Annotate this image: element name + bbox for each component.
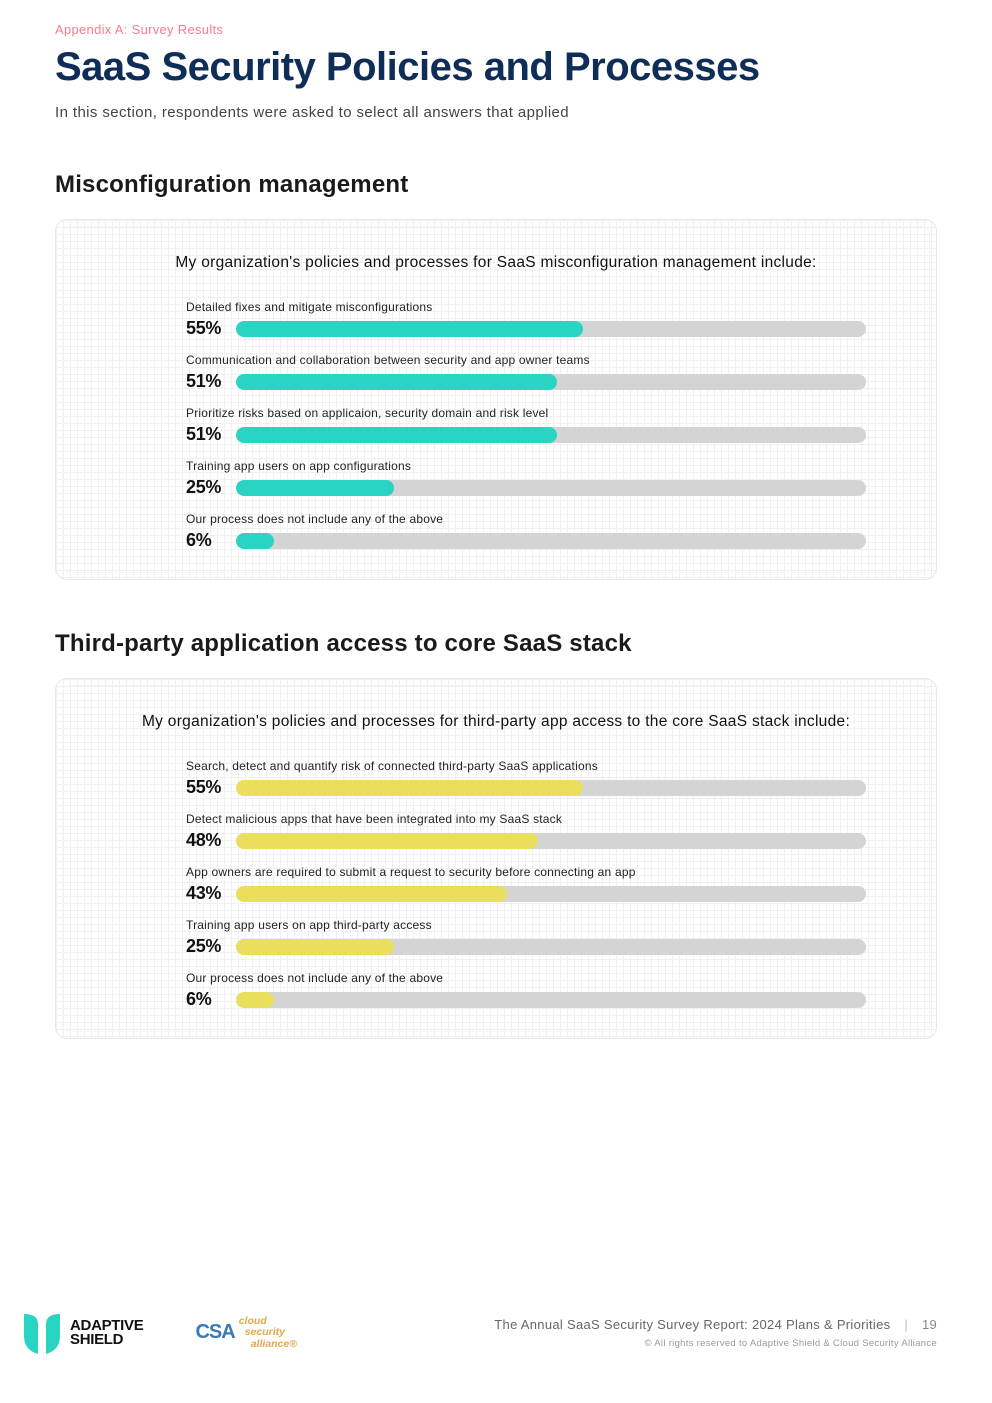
bar-track [236, 992, 866, 1008]
bar-percent: 48% [186, 830, 236, 851]
bars-container: Search, detect and quantify risk of conn… [56, 759, 936, 1010]
page-content: Appendix A: Survey Results SaaS Security… [0, 0, 992, 1039]
bar-fill [236, 374, 557, 390]
sections-container: Misconfiguration management My organizati… [55, 171, 937, 1039]
bar-percent: 6% [186, 530, 236, 551]
bar-fill [236, 480, 394, 496]
intro-text: In this section, respondents were asked … [55, 104, 937, 121]
bar-row: Communication and collaboration between … [186, 353, 866, 392]
footer-row: ADAPTIVESHIELD CSA cloud security allian… [20, 1293, 937, 1373]
bar-line: 6% [186, 530, 866, 551]
bar-row: App owners are required to submit a requ… [186, 865, 866, 904]
bar-row: Our process does not include any of the … [186, 512, 866, 551]
bar-percent: 43% [186, 883, 236, 904]
bar-track [236, 374, 866, 390]
csa-line2: security [245, 1326, 285, 1338]
bar-label: Detect malicious apps that have been int… [186, 812, 866, 826]
bar-line: 25% [186, 477, 866, 498]
bar-label: Our process does not include any of the … [186, 971, 866, 985]
chart-title: My organization's policies and processes… [56, 254, 936, 272]
bar-track [236, 780, 866, 796]
chart-section: Misconfiguration management My organizati… [55, 171, 937, 580]
bar-percent: 55% [186, 777, 236, 798]
report-title-line: The Annual SaaS Security Survey Report: … [494, 1317, 937, 1332]
bars-container: Detailed fixes and mitigate misconfigura… [56, 300, 936, 551]
footer-right: The Annual SaaS Security Survey Report: … [494, 1317, 937, 1349]
bar-track [236, 321, 866, 337]
bar-line: 51% [186, 424, 866, 445]
section-title: Third-party application access to core S… [55, 630, 937, 658]
bar-label: Prioritize risks based on applicaion, se… [186, 406, 866, 420]
shield-icon [20, 1310, 64, 1356]
bar-row: Training app users on app third-party ac… [186, 918, 866, 957]
bar-line: 43% [186, 883, 866, 904]
chart-title: My organization's policies and processes… [56, 713, 936, 731]
bar-label: Our process does not include any of the … [186, 512, 866, 526]
bar-fill [236, 939, 394, 955]
bar-row: Detailed fixes and mitigate misconfigura… [186, 300, 866, 339]
bar-line: 51% [186, 371, 866, 392]
bar-percent: 25% [186, 477, 236, 498]
bar-row: Our process does not include any of the … [186, 971, 866, 1010]
report-title: The Annual SaaS Security Survey Report: … [494, 1317, 890, 1332]
csa-text: cloud security alliance® [239, 1316, 297, 1349]
bar-line: 55% [186, 777, 866, 798]
bar-fill [236, 886, 507, 902]
bar-percent: 6% [186, 989, 236, 1010]
csa-line3: alliance® [251, 1338, 297, 1350]
adaptive-shield-text: ADAPTIVESHIELD [70, 1319, 143, 1348]
bar-row: Training app users on app configurations… [186, 459, 866, 498]
bar-track [236, 833, 866, 849]
page-footer: ADAPTIVESHIELD CSA cloud security allian… [0, 1293, 992, 1403]
bar-percent: 51% [186, 424, 236, 445]
bar-track [236, 886, 866, 902]
bar-label: Communication and collaboration between … [186, 353, 866, 367]
bar-line: 55% [186, 318, 866, 339]
bar-label: Training app users on app configurations [186, 459, 866, 473]
bar-row: Detect malicious apps that have been int… [186, 812, 866, 851]
bar-percent: 25% [186, 936, 236, 957]
bar-label: App owners are required to submit a requ… [186, 865, 866, 879]
bar-percent: 51% [186, 371, 236, 392]
bar-row: Search, detect and quantify risk of conn… [186, 759, 866, 798]
bar-line: 25% [186, 936, 866, 957]
chart-card: My organization's policies and processes… [55, 219, 937, 580]
bar-label: Search, detect and quantify risk of conn… [186, 759, 866, 773]
section-title: Misconfiguration management [55, 171, 937, 199]
bar-percent: 55% [186, 318, 236, 339]
bar-fill [236, 321, 583, 337]
bar-track [236, 480, 866, 496]
bar-line: 6% [186, 989, 866, 1010]
bar-fill [236, 780, 583, 796]
bar-track [236, 427, 866, 443]
adaptive-shield-logo: ADAPTIVESHIELD [20, 1310, 143, 1356]
bar-track [236, 939, 866, 955]
chart-card: My organization's policies and processes… [55, 678, 937, 1039]
bar-row: Prioritize risks based on applicaion, se… [186, 406, 866, 445]
page-title: SaaS Security Policies and Processes [55, 45, 937, 90]
bar-fill [236, 533, 274, 549]
bar-track [236, 533, 866, 549]
bar-label: Detailed fixes and mitigate misconfigura… [186, 300, 866, 314]
chart-section: Third-party application access to core S… [55, 630, 937, 1039]
bar-fill [236, 992, 274, 1008]
bar-fill [236, 427, 557, 443]
bar-line: 48% [186, 830, 866, 851]
bar-fill [236, 833, 538, 849]
footer-separator: | [904, 1317, 908, 1332]
appendix-label: Appendix A: Survey Results [55, 22, 937, 37]
csa-mark: CSA [195, 1321, 234, 1344]
csa-logo: CSA cloud security alliance® [195, 1316, 297, 1349]
page-number: 19 [922, 1317, 937, 1332]
copyright-text: © All rights reserved to Adaptive Shield… [494, 1338, 937, 1349]
bar-label: Training app users on app third-party ac… [186, 918, 866, 932]
